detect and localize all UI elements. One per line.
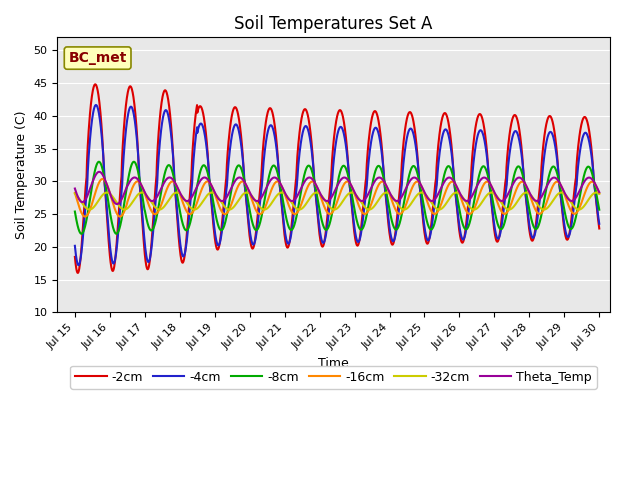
- Theta_Temp: [95, 169, 103, 175]
- -16cm: [71, 190, 79, 196]
- Line: -8cm: -8cm: [75, 162, 599, 234]
- Theta_Temp: [595, 190, 603, 195]
- -32cm: [71, 191, 79, 196]
- -4cm: [218, 231, 225, 237]
- X-axis label: Time: Time: [318, 357, 349, 370]
- Legend: -2cm, -4cm, -8cm, -16cm, -32cm, Theta_Temp: -2cm, -4cm, -8cm, -16cm, -32cm, Theta_Te…: [70, 366, 597, 389]
- -2cm: [74, 270, 82, 276]
- -16cm: [81, 214, 89, 219]
- -16cm: [99, 176, 106, 182]
- Theta_Temp: [550, 175, 557, 180]
- -4cm: [564, 234, 572, 240]
- Theta_Temp: [364, 192, 372, 198]
- Line: -2cm: -2cm: [75, 84, 599, 273]
- Theta_Temp: [218, 198, 225, 204]
- -4cm: [92, 102, 100, 108]
- -32cm: [593, 190, 600, 195]
- -4cm: [71, 243, 79, 249]
- Theta_Temp: [71, 186, 79, 192]
- -32cm: [595, 191, 603, 196]
- -4cm: [595, 221, 603, 227]
- -8cm: [364, 206, 372, 212]
- -32cm: [352, 192, 360, 198]
- -8cm: [550, 164, 557, 169]
- -2cm: [564, 236, 572, 242]
- Line: -16cm: -16cm: [75, 179, 599, 216]
- Theta_Temp: [113, 201, 121, 207]
- -32cm: [564, 194, 572, 200]
- -2cm: [490, 222, 497, 228]
- -8cm: [218, 228, 225, 233]
- -4cm: [364, 168, 372, 173]
- Theta_Temp: [353, 193, 360, 199]
- -4cm: [75, 263, 83, 268]
- -8cm: [95, 159, 103, 165]
- -32cm: [364, 206, 371, 212]
- -8cm: [71, 209, 79, 215]
- -16cm: [353, 196, 360, 202]
- -16cm: [595, 191, 603, 196]
- -8cm: [353, 216, 360, 222]
- -8cm: [77, 231, 85, 237]
- Line: Theta_Temp: Theta_Temp: [75, 172, 599, 204]
- -2cm: [595, 226, 603, 231]
- -2cm: [71, 254, 79, 260]
- -2cm: [550, 122, 557, 128]
- -16cm: [564, 201, 572, 207]
- Y-axis label: Soil Temperature (C): Soil Temperature (C): [15, 110, 28, 239]
- -2cm: [353, 241, 360, 247]
- -16cm: [364, 209, 372, 215]
- -16cm: [218, 208, 225, 214]
- -8cm: [490, 203, 497, 208]
- -2cm: [92, 82, 99, 87]
- -4cm: [353, 236, 360, 241]
- Theta_Temp: [564, 196, 572, 202]
- -32cm: [549, 197, 557, 203]
- -4cm: [490, 217, 497, 223]
- -4cm: [550, 134, 557, 140]
- -16cm: [490, 189, 497, 194]
- -16cm: [550, 182, 557, 188]
- -32cm: [86, 207, 93, 213]
- -2cm: [218, 225, 225, 231]
- Line: -32cm: -32cm: [75, 192, 599, 210]
- Line: -4cm: -4cm: [75, 105, 599, 265]
- -32cm: [218, 199, 225, 205]
- Title: Soil Temperatures Set A: Soil Temperatures Set A: [234, 15, 433, 33]
- -2cm: [364, 147, 372, 153]
- Text: BC_met: BC_met: [68, 51, 127, 65]
- -32cm: [490, 190, 497, 196]
- -8cm: [595, 207, 603, 213]
- Theta_Temp: [490, 188, 497, 193]
- -8cm: [564, 222, 572, 228]
